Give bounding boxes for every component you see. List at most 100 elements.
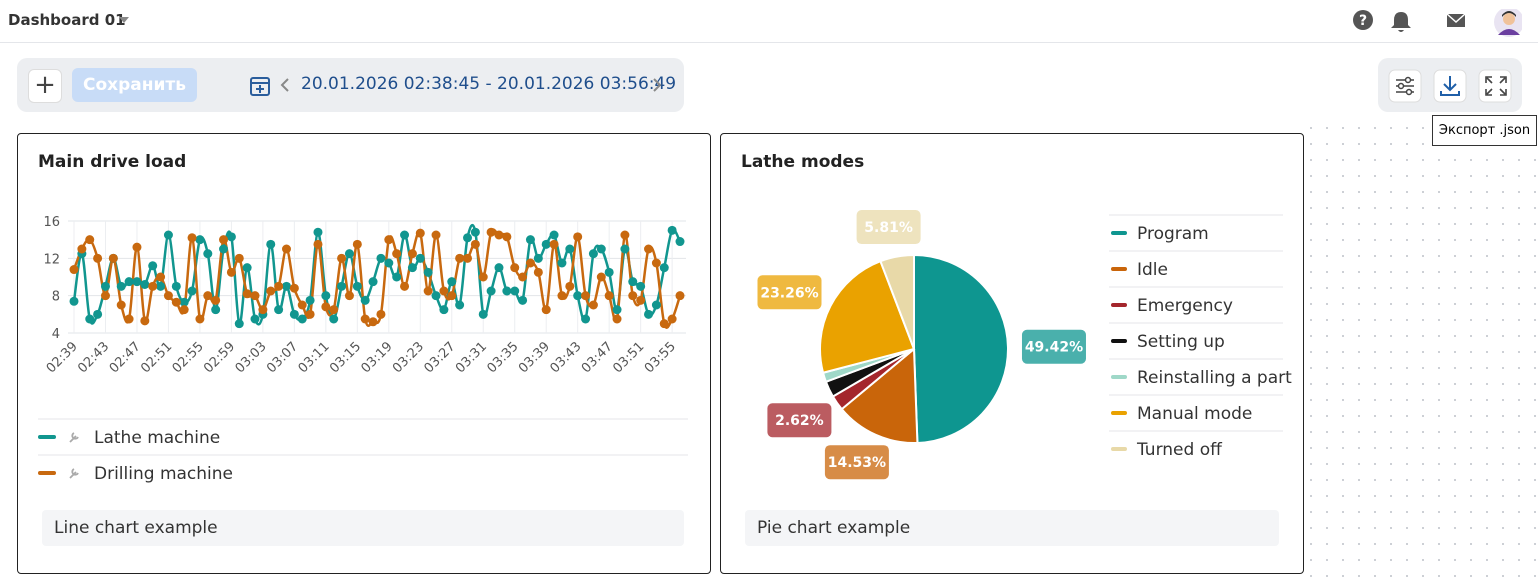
data-point xyxy=(156,281,166,291)
data-point xyxy=(163,230,173,240)
y-tick-label: 16 xyxy=(43,215,60,230)
data-point xyxy=(549,230,559,240)
data-point xyxy=(581,314,591,324)
data-point xyxy=(596,272,606,282)
dashboard-title[interactable]: Dashboard 01 xyxy=(8,11,126,29)
data-point xyxy=(77,244,87,254)
fullscreen-button[interactable] xyxy=(1478,69,1512,103)
date-range[interactable]: 20.01.2026 02:38:45 - 20.01.2026 03:56:4… xyxy=(301,74,677,94)
bell-icon[interactable] xyxy=(1391,12,1411,32)
pie-slice xyxy=(879,253,915,350)
series-line xyxy=(72,223,682,326)
actions xyxy=(1378,58,1522,112)
save-button[interactable]: Сохранить xyxy=(72,68,197,102)
data-point xyxy=(368,277,378,287)
data-point xyxy=(400,230,410,240)
data-point xyxy=(494,263,504,273)
data-point xyxy=(644,244,654,254)
top-bar: Dashboard 01 ? xyxy=(0,0,1538,43)
data-point xyxy=(100,281,110,291)
calendar-icon[interactable] xyxy=(249,74,273,98)
data-point xyxy=(274,305,284,315)
legend-label[interactable]: Emergency xyxy=(1137,296,1233,316)
data-point xyxy=(651,300,661,310)
data-point xyxy=(470,227,480,237)
data-point xyxy=(423,267,433,277)
data-point xyxy=(242,263,252,273)
pie-slice xyxy=(840,346,919,444)
data-point xyxy=(234,319,244,329)
data-point xyxy=(344,291,354,301)
value-label: 23.26% xyxy=(760,285,818,301)
x-tick-label: 02:51 xyxy=(138,339,175,376)
x-tick-label: 02:55 xyxy=(170,339,207,376)
data-point xyxy=(289,283,299,293)
dropdown-icon[interactable] xyxy=(118,15,130,25)
data-point xyxy=(148,281,158,291)
data-point xyxy=(116,300,126,310)
x-tick-label: 03:11 xyxy=(296,339,333,376)
data-point xyxy=(525,258,535,268)
line-chart: 48121602:3902:4302:4702:5102:5502:5903:0… xyxy=(38,215,688,484)
legend-label[interactable]: Program xyxy=(1137,224,1209,244)
legend-label[interactable]: Turned off xyxy=(1136,440,1223,460)
data-point xyxy=(360,295,370,305)
data-point xyxy=(360,314,370,324)
panel-title: Main drive load xyxy=(38,152,187,172)
x-tick-label: 02:59 xyxy=(201,339,238,376)
data-point xyxy=(376,253,386,263)
data-point xyxy=(124,314,134,324)
data-point xyxy=(305,309,315,319)
data-point xyxy=(392,272,402,282)
data-point xyxy=(407,263,417,273)
value-label: 2.62% xyxy=(775,413,824,429)
legend-label[interactable]: Idle xyxy=(1137,260,1168,280)
data-point xyxy=(242,289,252,299)
legend-label[interactable]: Setting up xyxy=(1137,332,1225,352)
prev-icon[interactable] xyxy=(279,77,291,93)
data-point xyxy=(289,309,299,319)
help-icon[interactable] xyxy=(1353,10,1373,30)
data-point xyxy=(636,295,646,305)
data-point xyxy=(85,235,95,245)
data-point xyxy=(431,230,441,240)
data-point xyxy=(596,244,606,254)
data-point xyxy=(612,314,622,324)
svg-text:?: ? xyxy=(1359,13,1367,29)
next-icon[interactable] xyxy=(651,77,663,93)
data-point xyxy=(195,314,205,324)
data-point xyxy=(156,272,166,282)
data-point xyxy=(368,317,378,327)
data-point xyxy=(541,305,551,315)
pie-chart: 49.42% Program 14.53% Idle 2.62% Emergency Set… xyxy=(757,210,1292,480)
value-label-box xyxy=(767,403,832,438)
data-point xyxy=(219,244,229,254)
legend-label[interactable]: Lathe machine xyxy=(94,428,220,448)
data-point xyxy=(234,253,244,263)
data-point xyxy=(478,309,488,319)
data-point xyxy=(565,281,575,291)
data-point xyxy=(281,244,291,254)
data-point xyxy=(195,235,205,245)
data-point xyxy=(604,291,614,301)
data-point xyxy=(581,291,591,301)
data-point xyxy=(565,244,575,254)
data-point xyxy=(203,249,213,259)
data-point xyxy=(470,239,480,249)
data-point xyxy=(604,267,614,277)
add-button[interactable]: + xyxy=(28,69,62,103)
data-point xyxy=(384,235,394,245)
data-point xyxy=(313,227,323,237)
action-icons xyxy=(1388,69,1512,103)
data-point xyxy=(510,263,520,273)
x-tick-label: 03:03 xyxy=(233,339,270,376)
data-point xyxy=(69,296,79,306)
legend-label[interactable]: Reinstalling a part xyxy=(1137,368,1292,388)
x-tick-label: 03:27 xyxy=(421,339,458,376)
legend-label[interactable]: Drilling machine xyxy=(94,464,233,484)
legend-label[interactable]: Manual mode xyxy=(1137,404,1252,424)
data-point xyxy=(93,309,103,319)
legend-icon xyxy=(69,432,79,443)
data-point xyxy=(447,291,457,301)
